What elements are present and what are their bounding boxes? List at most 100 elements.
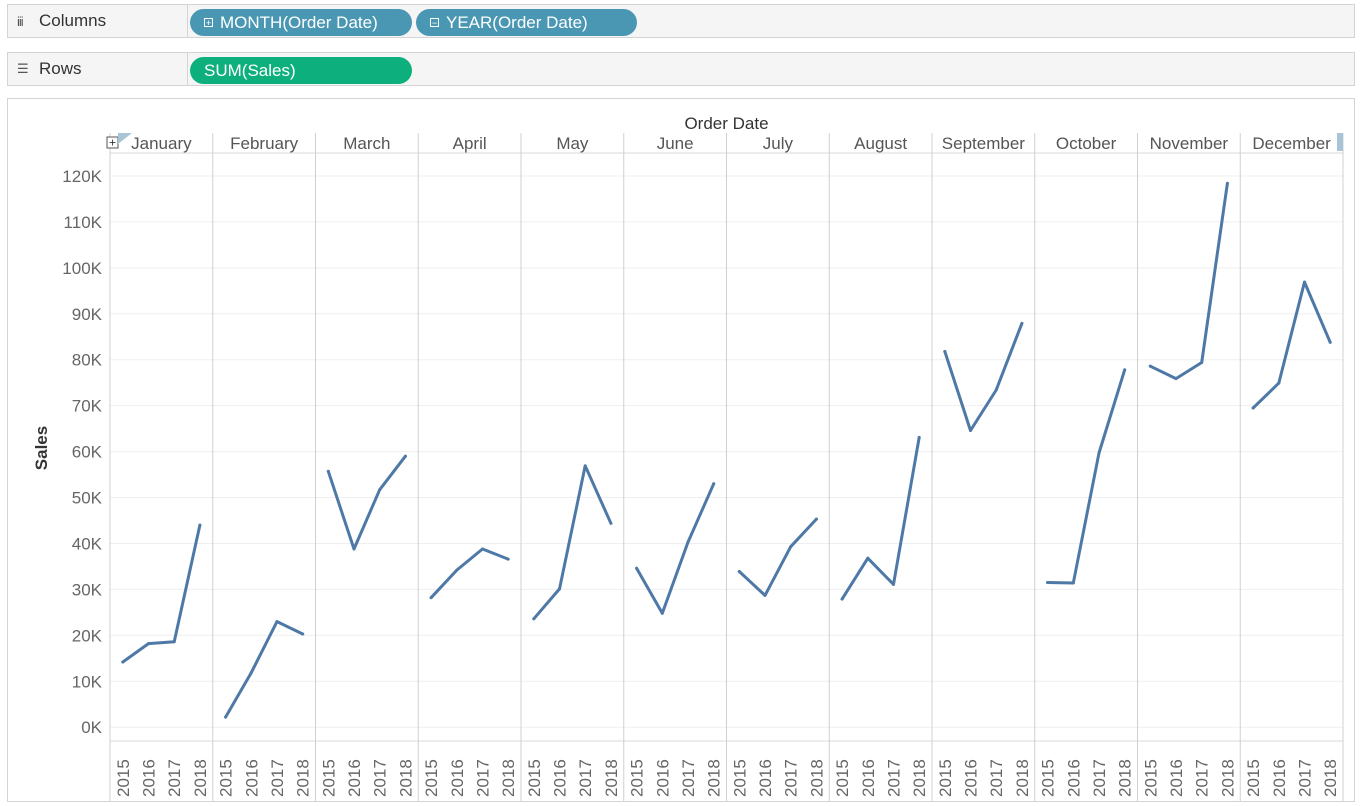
year-tick-label: 2018 [499,759,518,797]
year-tick-label: 2016 [1167,759,1186,797]
series-line-december [1251,280,1332,410]
collapse-minus-icon[interactable]: − [430,18,439,28]
y-tick-label: 100K [62,259,102,278]
data-point [712,482,716,486]
visualization-pane[interactable]: 0K 10K 20K 30K 40K 50K 60K 70K 80K 90K 100K 110K 120… [7,98,1355,802]
header-corner-marker [118,133,132,144]
month-header: April [453,134,487,153]
expand-plus-icon[interactable]: + [204,18,213,28]
year-tick-label: 2015 [833,759,852,797]
rows-icon: ☰ [17,61,29,76]
year-tick-label: 2016 [345,759,364,797]
year-tick-label: 2015 [217,759,236,797]
year-order-date-pill[interactable]: − YEAR(Order Date) [416,9,637,36]
year-tick-label: 2018 [191,759,210,797]
y-tick-label: 80K [72,351,103,370]
series-line-november [1148,181,1229,381]
y-tick-label: 120K [62,167,102,186]
series-line-september [943,321,1024,432]
year-tick-label: 2015 [422,759,441,797]
year-tick-label: 2016 [962,759,981,797]
year-tick-label: 2018 [910,759,929,797]
data-point [224,715,228,719]
columns-icon: iii [17,13,24,29]
data-point [301,632,305,636]
data-point [1174,377,1178,381]
sales-pill-label: SUM(Sales) [204,60,296,80]
data-point [1123,368,1127,372]
data-point [403,454,407,458]
line-chart: 0K 10K 20K 30K 40K 50K 60K 70K 80K 90K 100K 110K 120… [32,114,1344,801]
data-point [378,488,382,492]
data-point [1046,581,1050,585]
data-point [891,582,895,586]
data-point [635,566,639,570]
year-tick-label: 2017 [371,759,390,797]
year-tick-label: 2018 [1321,759,1340,797]
year-tick-label: 2017 [987,759,1006,797]
year-tick-label: 2016 [653,759,672,797]
data-point [840,597,844,601]
year-tick-label: 2017 [679,759,698,797]
data-point [866,556,870,560]
header-expand-plus: + [109,136,116,150]
year-tick-label: 2017 [1193,759,1212,797]
year-pill-label: YEAR(Order Date) [446,12,588,32]
data-point [763,593,767,597]
year-tick-label: 2018 [705,759,724,797]
month-header: June [657,134,694,153]
series-line-march [326,454,407,551]
sum-sales-pill[interactable]: SUM(Sales) [190,57,412,84]
data-point [352,547,356,551]
data-point [1097,451,1101,455]
y-tick-label: 0K [81,718,102,737]
data-point [455,568,459,572]
data-point [737,569,741,573]
chart-title: Order Date [684,114,768,133]
year-tick-label: 2016 [859,759,878,797]
data-point [532,617,536,621]
year-tick-label: 2018 [1218,759,1237,797]
year-tick-label: 2016 [242,759,261,797]
rows-shelf[interactable]: ☰ Rows SUM(Sales) [7,52,1355,86]
year-tick-label: 2016 [140,759,159,797]
year-tick-label: 2017 [1295,759,1314,797]
y-tick-label: 110K [64,213,103,232]
series-line-july [737,517,818,597]
month-header: August [854,134,907,153]
month-order-date-pill[interactable]: + MONTH(Order Date) [190,9,412,36]
data-point [506,557,510,561]
series-line-april [429,547,510,600]
year-tick-label: 2015 [1039,759,1058,797]
series-line-february [224,620,305,719]
year-tick-label: 2016 [1270,759,1289,797]
data-point [994,388,998,392]
columns-shelf[interactable]: iii Columns + MONTH(Order Date) − YEAR(O… [7,4,1355,38]
y-axis-label: Sales [32,426,51,470]
data-point [1328,340,1332,344]
data-point [1071,581,1075,585]
year-tick-label: 2018 [1116,759,1135,797]
rows-label-text: Rows [39,59,82,78]
year-tick-label: 2018 [807,759,826,797]
year-tick-label: 2018 [1013,759,1032,797]
series-line-may [532,464,613,621]
series-line-august [840,435,921,601]
month-header: January [131,134,192,153]
data-point [1020,321,1024,325]
y-tick-label: 20K [72,626,103,645]
data-point [1251,406,1255,410]
year-tick-label: 2015 [319,759,338,797]
year-tick-label: 2017 [576,759,595,797]
year-tick-label: 2015 [114,759,133,797]
year-tick-label: 2016 [551,759,570,797]
columns-label-text: Columns [39,11,107,30]
month-header: September [942,134,1025,153]
rows-shelf-label: ☰ Rows [8,53,188,85]
data-point [943,349,947,353]
month-header: May [556,134,589,153]
year-tick-label: 2016 [448,759,467,797]
header-corner-marker-right [1337,133,1343,151]
data-point [326,469,330,473]
data-point [429,596,433,600]
